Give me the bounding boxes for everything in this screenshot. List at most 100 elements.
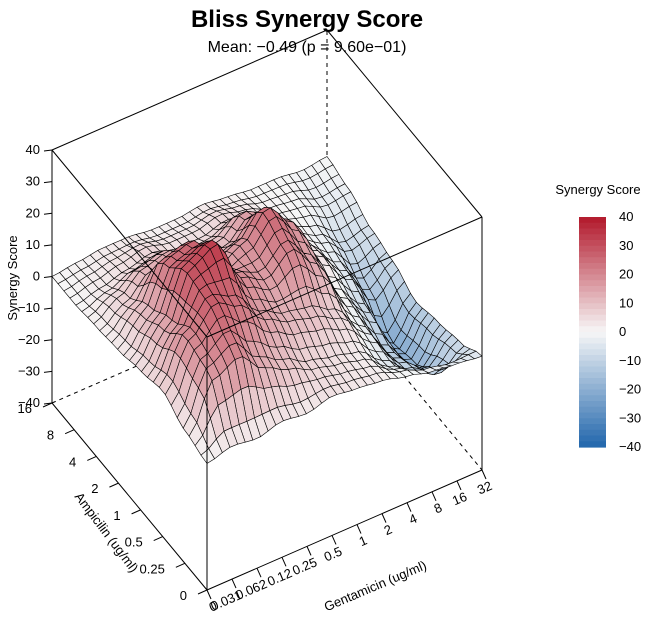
z-tick-label: 40	[26, 142, 40, 157]
ampicilin-tick-mark	[131, 509, 141, 515]
ampicilin-tick-label: 2	[91, 481, 98, 496]
ampicilin-tick-mark	[64, 429, 75, 435]
legend-tick-label: −30	[619, 410, 641, 425]
legend-color-step	[579, 337, 606, 345]
legend-color-step	[579, 349, 606, 356]
legend-color-step	[579, 234, 606, 241]
legend-color-step	[579, 429, 606, 437]
ampicilin-tick-label: 0	[180, 588, 187, 603]
z-axis: −40 −30 −20 −10 0 10 20 30 40	[18, 142, 53, 410]
ampicilin-tick-label: 8	[47, 428, 54, 443]
gentamicin-tick-mark	[406, 502, 412, 512]
legend-color-step	[579, 286, 606, 293]
legend-color-step	[579, 263, 606, 270]
z-tick-label: −30	[18, 363, 40, 378]
box-edge-back-top	[51, 29, 328, 151]
gentamicin-tick-mark	[456, 480, 462, 491]
legend-tick-label: 30	[619, 238, 633, 253]
z-tick-mark	[43, 212, 53, 215]
legend-color-step	[579, 378, 606, 385]
legend-color-step	[579, 372, 606, 379]
gentamicin-tick-label: 0.062	[233, 576, 269, 603]
legend-color-step	[579, 222, 606, 230]
ampicilin-tick-mark	[42, 402, 53, 408]
legend-color-step	[579, 291, 606, 299]
legend-color-step	[579, 251, 606, 258]
z-tick-label: −20	[18, 332, 40, 347]
gentamicin-tick-mark	[256, 567, 262, 578]
ampicilin-tick-mark	[197, 589, 208, 595]
legend-color-step	[579, 389, 606, 396]
legend-color-step	[579, 217, 606, 224]
box-edge-front-top	[206, 216, 483, 338]
legend-color-step	[579, 383, 606, 391]
z-tick-label: 20	[26, 205, 40, 220]
legend-color-step	[579, 406, 606, 414]
gentamicin-tick-label: 0.5	[322, 543, 345, 564]
legend-color-step	[579, 360, 606, 368]
legend-tick-label: 10	[619, 295, 633, 310]
legend-color-step	[579, 395, 606, 402]
legend-color-step	[579, 326, 606, 333]
box-edge-right-top	[326, 29, 483, 218]
legend-color-step	[579, 228, 606, 235]
box-edge-front-bottom	[206, 469, 483, 591]
z-axis-label: Synergy Score	[5, 235, 20, 320]
legend-color-step	[579, 297, 606, 304]
ampicilin-tick-mark	[175, 562, 186, 568]
ampicilin-tick-label: 0.5	[125, 535, 143, 550]
gentamicin-tick-label: 32	[475, 478, 494, 497]
legend-color-step	[579, 309, 606, 316]
legend-color-step	[579, 257, 606, 264]
gentamicin-tick-label: 0.25	[290, 554, 319, 578]
gentamicin-tick-mark	[281, 557, 287, 567]
ampicilin-tick-mark	[87, 455, 97, 461]
legend-color-step	[579, 314, 606, 322]
legend-title: Synergy Score	[555, 182, 640, 197]
legend-color-step	[579, 435, 606, 442]
gentamicin-tick-label: 2	[382, 522, 395, 539]
gentamicin-tick-label: 8	[432, 500, 445, 517]
z-tick-mark	[43, 307, 53, 310]
ampicilin-tick-label: 0.25	[140, 561, 165, 576]
ampicilin-axis-label: Ampicilin (ug/ml)	[72, 489, 142, 575]
gentamicin-tick-label: 0.12	[265, 565, 294, 589]
gentamicin-tick-mark	[481, 469, 487, 480]
legend-color-step	[579, 332, 606, 339]
z-tick-mark	[43, 276, 53, 278]
z-tick-mark	[43, 244, 53, 247]
ampicilin-tick-label: 16	[18, 401, 32, 416]
legend-ticks: 40 30 20 10 0 −10 −20 −30 −40	[619, 209, 641, 454]
legend-tick-label: 0	[619, 324, 626, 339]
gentamicin-tick-mark	[306, 546, 312, 556]
gentamicin-tick-mark	[206, 589, 212, 600]
legend-color-step	[579, 274, 606, 281]
legend-color-step	[579, 303, 606, 310]
legend-color-step	[579, 424, 606, 431]
synergy-surface	[51, 156, 483, 464]
legend-color-step	[579, 320, 606, 327]
legend-color-step	[579, 418, 606, 425]
legend-tick-label: −40	[619, 439, 641, 454]
chart-subtitle: Mean: −0.49 (p = 9.60e−01)	[208, 39, 407, 56]
legend-color-step	[579, 268, 606, 276]
z-tick-label: −10	[18, 300, 40, 315]
gentamicin-tick-mark	[356, 524, 362, 534]
z-tick-mark	[43, 370, 53, 373]
surface-facet	[200, 448, 216, 464]
gentamicin-tick-label: 1	[357, 532, 370, 549]
z-tick-label: 0	[33, 269, 40, 284]
legend-color-step	[579, 245, 606, 253]
gentamicin-tick-label: 4	[407, 511, 420, 528]
legend-tick-label: −20	[619, 382, 641, 397]
ampicilin-tick-mark	[109, 482, 119, 488]
ampicilin-tick-mark	[153, 536, 163, 542]
z-tick-label: −40	[18, 395, 40, 410]
gentamicin-tick-mark	[231, 578, 237, 589]
legend-color-step	[579, 366, 606, 373]
legend-colorbar	[579, 217, 606, 448]
z-tick-mark	[43, 149, 53, 152]
z-tick-mark	[43, 181, 53, 184]
